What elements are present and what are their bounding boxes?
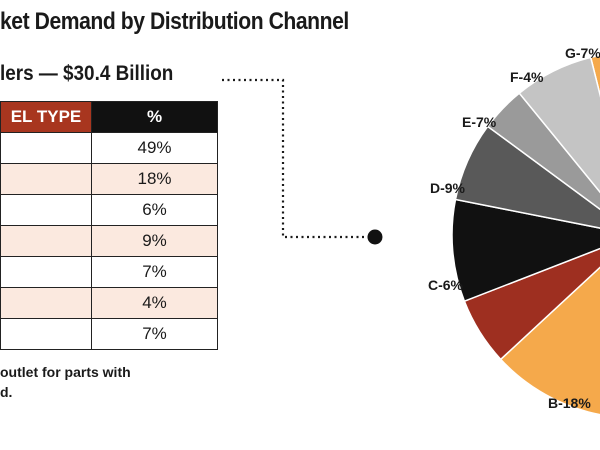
footnote-line-1: outlet for parts with bbox=[0, 364, 131, 380]
pie-slice-g bbox=[518, 56, 600, 194]
percent-cell: 6% bbox=[91, 194, 218, 226]
chart-subtitle: lers — $30.4 Billion bbox=[0, 62, 174, 85]
type-cell bbox=[0, 194, 92, 226]
percent-cell: 4% bbox=[91, 287, 218, 319]
pie-label-d: D-9% bbox=[430, 180, 466, 196]
type-cell bbox=[0, 225, 92, 257]
percent-cell: 18% bbox=[91, 163, 218, 195]
table-row: 18% bbox=[0, 163, 218, 195]
footnote-line-2: d. bbox=[0, 384, 13, 400]
percent-cell: 7% bbox=[91, 318, 218, 350]
percent-cell: 9% bbox=[91, 225, 218, 257]
pie-label-f: F-4% bbox=[510, 69, 544, 85]
percent-cell: 7% bbox=[91, 256, 218, 288]
type-cell bbox=[0, 287, 92, 319]
pie-label-g: G-7% bbox=[565, 45, 600, 61]
channel-table: EL TYPE % 49% 18% 6% 9% 7% 4% 7% bbox=[0, 101, 218, 350]
connector-line bbox=[222, 78, 368, 239]
header-type: EL TYPE bbox=[0, 101, 92, 133]
table-row: 7% bbox=[0, 318, 218, 350]
pie-label-e: E-7% bbox=[462, 114, 497, 130]
table-row: 4% bbox=[0, 287, 218, 319]
pie-label-c: C-6% bbox=[428, 277, 464, 293]
pie-labels: B-18% C-6% D-9% E-7% F-4% G-7% bbox=[428, 45, 600, 411]
table-row: 9% bbox=[0, 225, 218, 257]
pie-label-b: B-18% bbox=[548, 395, 591, 411]
table-row: 49% bbox=[0, 132, 218, 164]
pie-slice-b bbox=[499, 266, 600, 416]
chart-title: ket Demand by Distribution Channel bbox=[0, 8, 349, 35]
pie-slices bbox=[451, 54, 600, 416]
pie-slice-d bbox=[451, 198, 600, 303]
percent-cell: 49% bbox=[91, 132, 218, 164]
type-cell bbox=[0, 132, 92, 164]
footnote: outlet for parts with d. bbox=[0, 362, 131, 402]
connector-dot bbox=[367, 229, 383, 245]
table-row: 6% bbox=[0, 194, 218, 226]
type-cell bbox=[0, 163, 92, 195]
